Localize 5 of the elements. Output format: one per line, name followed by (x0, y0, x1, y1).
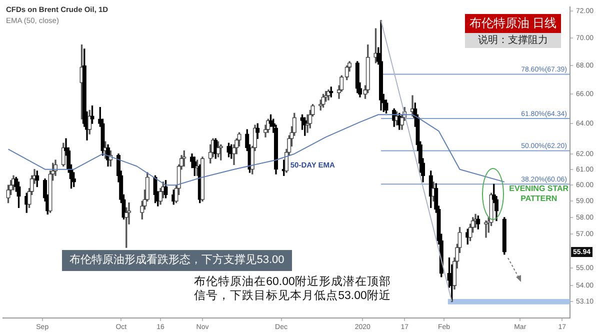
annotation: EVENING STAR PATTERN (508, 184, 570, 204)
annotation: 布伦特原油在60.00附近形成潜在顶部信号，下跌目标见本月低点53.00附近 (193, 275, 392, 303)
annotation: 说明：支撑阻力 (465, 33, 561, 48)
annotation: 布伦特原油 日线 (465, 14, 561, 33)
annotation: 布伦特原油形成看跌形态，下方支撑见53.00 (62, 250, 292, 271)
